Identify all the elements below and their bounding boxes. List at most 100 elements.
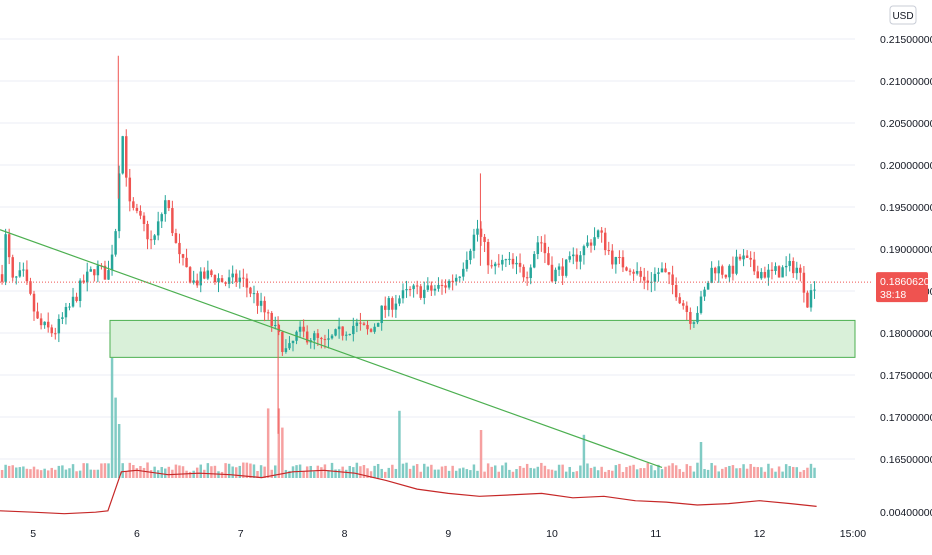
candle-body (802, 272, 806, 293)
candle-body (405, 289, 408, 291)
candle-body (756, 271, 760, 279)
price-axis[interactable]: USD 0.21500000 0.21000000 0.20500000 0.2000… (880, 5, 932, 519)
volume-bar (447, 470, 451, 478)
support-zone-rect[interactable] (109, 319, 856, 358)
volume-bar (465, 469, 469, 478)
trendline-layer[interactable] (0, 229, 663, 468)
volume-bar (440, 466, 444, 478)
volume-bar (671, 463, 674, 478)
volume-bar (433, 469, 437, 478)
candle-body (234, 273, 238, 282)
candle-body (227, 277, 231, 284)
descending-trendline[interactable] (0, 229, 663, 468)
candle-body (160, 214, 163, 222)
volume-bar (412, 465, 415, 478)
volume-bar (646, 463, 650, 478)
candle-body (611, 250, 614, 265)
candle-body (344, 334, 348, 336)
volume-bar (174, 464, 178, 478)
candle-body (692, 322, 696, 324)
candle-body (493, 263, 497, 267)
candle-body (639, 270, 642, 277)
currency-badge[interactable]: USD (889, 5, 917, 25)
volume-bar (369, 471, 373, 478)
volume-bar (692, 471, 696, 478)
candle-body (355, 322, 359, 326)
candle-body (483, 236, 486, 242)
volume-bar (43, 468, 46, 478)
candle-body (15, 276, 18, 278)
volume-bar (132, 465, 135, 478)
volume-bar (554, 470, 557, 478)
volume-bar (270, 469, 273, 478)
candle-body (341, 326, 344, 336)
candle-body (153, 235, 156, 240)
candle-body (274, 324, 277, 326)
candle-body (146, 223, 149, 240)
price-tick-label: 0.21500000 (880, 34, 932, 46)
volume-bar (682, 471, 685, 478)
volume-bar (18, 467, 22, 478)
candle-body (142, 215, 146, 224)
candle-body (444, 285, 447, 288)
candle-body (472, 234, 476, 251)
candle-body (465, 259, 469, 269)
volume-bar (696, 462, 699, 478)
volume-bar (632, 464, 635, 478)
volume-bar (362, 465, 366, 478)
volume-bar (689, 465, 692, 478)
volume-bar (462, 467, 465, 478)
candle-body (245, 278, 249, 288)
candle-body (387, 298, 391, 310)
candle-body (284, 348, 288, 352)
volume-bar (93, 469, 96, 478)
last-price-value: 0.18606209 (880, 276, 932, 288)
candle-body (384, 305, 387, 310)
volume-bar (323, 464, 327, 478)
volume-bar (110, 358, 114, 478)
candle-body (139, 210, 142, 216)
volume-bar (376, 463, 380, 478)
candle-body (543, 242, 547, 254)
candle-body (203, 271, 206, 279)
candle-body (231, 273, 234, 278)
candle-body (96, 265, 100, 276)
price-tick-label: 0.18000000 (880, 328, 932, 340)
volume-bar (167, 466, 171, 478)
volume-bar (259, 465, 263, 478)
bar-countdown: 38:18 (880, 289, 906, 301)
candle-body (206, 270, 210, 279)
volume-bar (809, 463, 813, 478)
price-tick-label: 0.20000000 (880, 160, 932, 172)
volume-bar (142, 467, 146, 478)
candle-body (277, 324, 281, 333)
volume-bar (164, 468, 167, 478)
volume-bar (777, 466, 781, 478)
volume-bar (685, 464, 689, 478)
candle-body (75, 296, 78, 301)
candle-body (525, 277, 529, 279)
volume-bar (752, 466, 756, 478)
volume-bar (39, 470, 43, 478)
volume-bar (437, 469, 440, 478)
candle-body (540, 242, 543, 244)
volume-bar (249, 463, 252, 478)
candle-body (249, 287, 252, 294)
candle-body (57, 318, 61, 334)
volume-bar (479, 430, 483, 478)
candle-body (777, 266, 781, 278)
candle-body (749, 257, 752, 260)
candle-body (408, 289, 412, 291)
candle-body (572, 254, 575, 257)
time-axis[interactable]: 5 6 7 8 9 10 11 12 15:00 (30, 528, 866, 540)
volume-bar (419, 471, 422, 478)
candle-body (454, 277, 458, 282)
volume-bar (593, 466, 596, 478)
candle-body (132, 201, 135, 208)
candle-body (305, 331, 309, 343)
candle-body (178, 242, 181, 255)
volume-bar (220, 471, 224, 478)
volume-bar (728, 465, 731, 478)
